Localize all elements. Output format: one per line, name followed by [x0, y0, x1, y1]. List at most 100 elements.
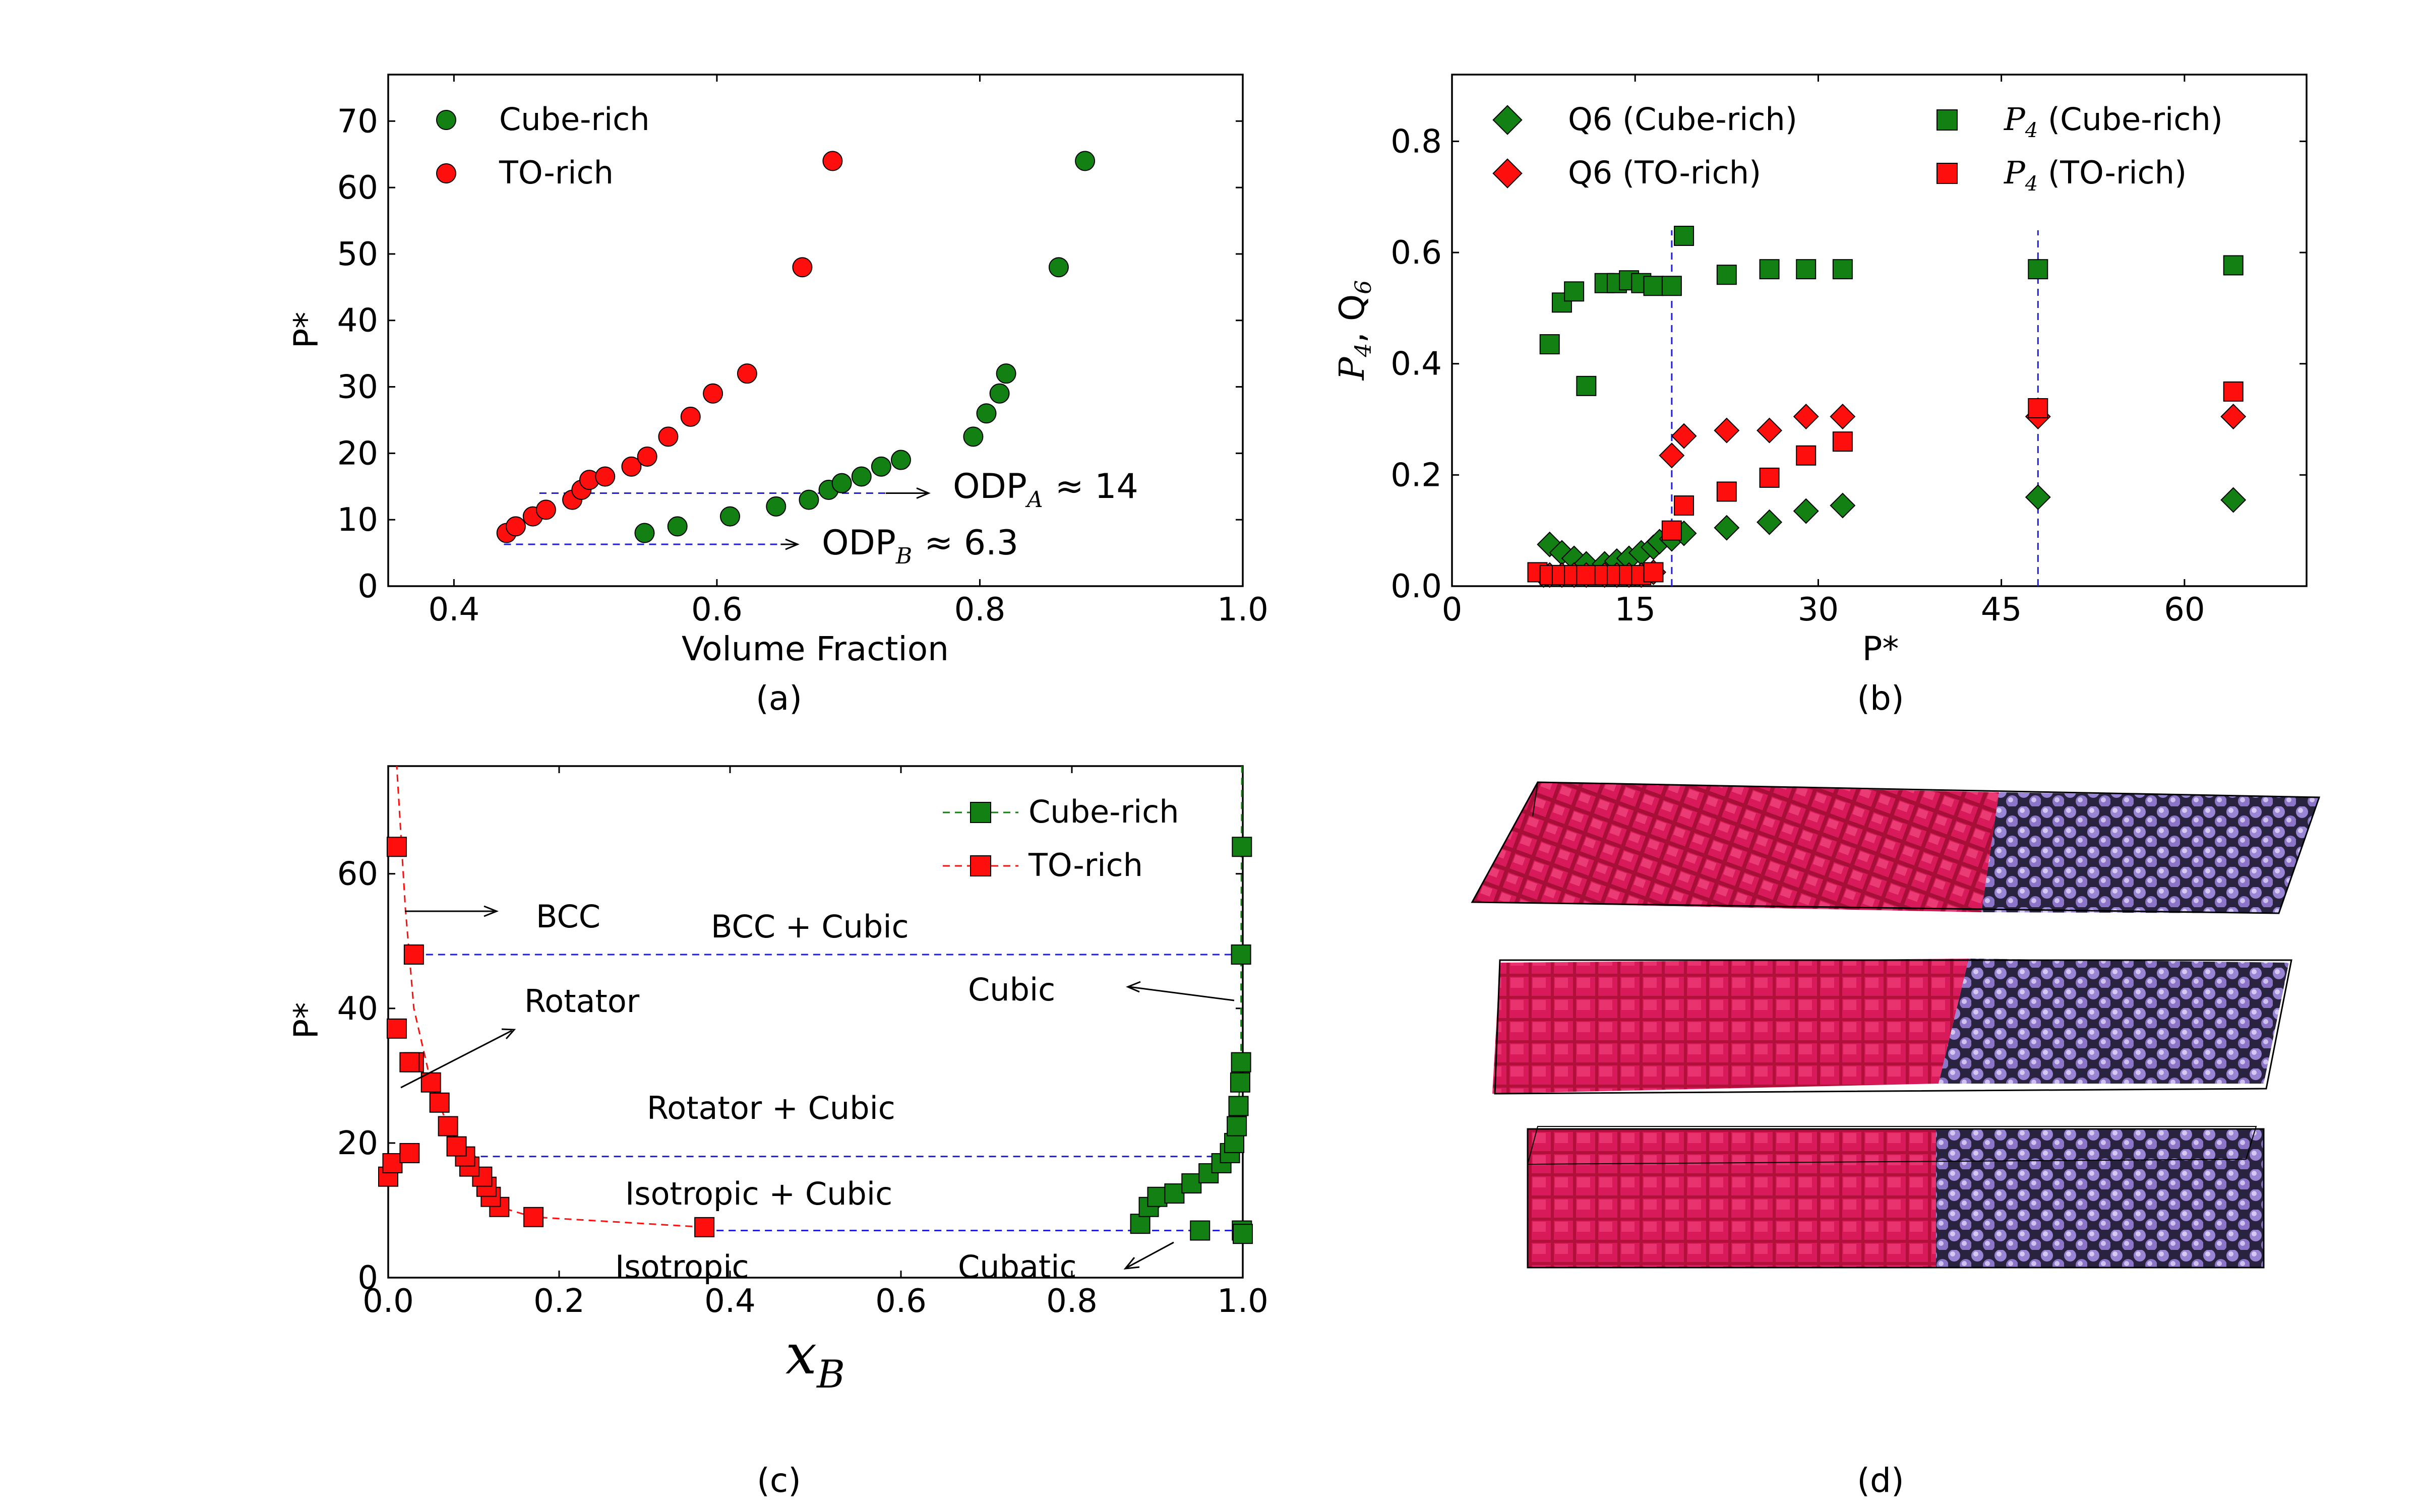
- point-cube-rich: [1230, 1072, 1250, 1093]
- cubic-cube-region: [1528, 1129, 1936, 1268]
- legend-marker-q6-cube: [1492, 105, 1523, 135]
- label-rotator-cubic: Rotator + Cubic: [647, 1090, 895, 1126]
- point-q6-to-rich-: [1830, 404, 1856, 429]
- point-cube-rich: [1224, 1132, 1245, 1153]
- panel-b-xlabel: P*: [1862, 629, 1899, 668]
- point-cube-rich: [1228, 1096, 1249, 1116]
- panel-label-b: (b): [1857, 679, 1904, 718]
- point-p4-to-rich-: [2223, 381, 2244, 402]
- point-cube-rich: [720, 506, 740, 527]
- point-cube-rich: [799, 489, 819, 510]
- panel-b-ylabel: P4, Q6: [1333, 280, 1376, 382]
- point-p4-cube-rich-: [1539, 334, 1560, 355]
- point-to-rich: [403, 944, 424, 965]
- point-p4-to-rich-: [1576, 564, 1597, 585]
- point-p4-cube-rich-: [1643, 276, 1664, 296]
- point-p4-to-rich-: [1716, 481, 1737, 502]
- point-cube-rich: [1075, 151, 1096, 171]
- panel-c-ytick-label: 20: [337, 1125, 378, 1162]
- panel-b-ytick-label: 0.4: [1390, 346, 1442, 383]
- snapshot-rotator: [1492, 959, 2292, 1095]
- panel-b-ytick-label: 0.0: [1390, 568, 1442, 605]
- label-isotropic: Isotropic: [615, 1248, 749, 1285]
- point-to-rich: [382, 1153, 403, 1173]
- arrow-cubatic: [1126, 1241, 1174, 1269]
- annotation-odp-b: ODPB ≈ 6.3: [822, 523, 1018, 569]
- panel-label-d: (d): [1857, 1461, 1904, 1500]
- panel-c-xtick-label: 0.4: [704, 1283, 756, 1320]
- point-to-rich: [822, 151, 843, 171]
- annotation-odp-a: ODPA ≈ 14: [953, 467, 1138, 513]
- point-q6-cube-rich-: [1757, 509, 1783, 535]
- point-p4-cube-rich-: [1759, 259, 1780, 280]
- legend-marker-to-rich-c: [970, 855, 991, 876]
- point-cube-rich: [634, 523, 655, 543]
- legend-label-q6-to: Q6 (TO-rich): [1568, 154, 1761, 191]
- snapshot-cubic: [1527, 1126, 2265, 1269]
- point-to-rich: [505, 516, 526, 537]
- panel-a-xlabel: Volume Fraction: [682, 629, 949, 668]
- point-to-rich: [595, 466, 616, 487]
- point-p4-cube-rich-: [1832, 259, 1853, 280]
- point-p4-to-rich-: [1832, 431, 1853, 452]
- bcc-box-edge: [1532, 782, 1538, 817]
- panel-b-chart: 0 15 30 45 600.00.20.40.60.8 Q6 (Cube-rich) …: [1333, 74, 2308, 718]
- point-q6-cube-rich-: [2025, 484, 2051, 510]
- odp-arrow-head-1: [785, 538, 800, 550]
- point-p4-cube-rich-: [1576, 375, 1597, 396]
- point-q6-cube-rich-: [1830, 492, 1856, 519]
- legend-label-cube-rich: Cube-rich: [499, 101, 650, 138]
- snapshot-bcc: [1471, 781, 2321, 914]
- point-p4-to-rich-: [1643, 562, 1664, 583]
- panel-b-xtick-label: 0: [1442, 591, 1463, 628]
- panel-a-ytick-label: 40: [337, 302, 378, 340]
- point-cube-rich: [1231, 1052, 1251, 1073]
- panel-a-frame: [387, 74, 1244, 587]
- panel-c-xtick-label: 0.6: [875, 1283, 927, 1320]
- point-cube-rich: [1232, 837, 1252, 857]
- cubic-sphere-region: [1936, 1129, 2264, 1268]
- point-to-rich: [399, 1052, 420, 1073]
- panel-b-xtick-label: 60: [2164, 591, 2205, 628]
- panel-b-ytick-label: 0.8: [1390, 123, 1442, 160]
- point-cube-rich: [1231, 944, 1251, 965]
- annotation-arrows: [400, 905, 1235, 1270]
- point-q6-cube-rich-: [2220, 487, 2247, 513]
- point-q6-to-rich-: [1671, 423, 1697, 449]
- point-p4-cube-rich-: [1674, 225, 1695, 246]
- point-cube-rich: [1233, 1224, 1253, 1244]
- arrow-rotator-head: [501, 1028, 516, 1039]
- panel-a-xtick-label: 0.8: [954, 591, 1006, 628]
- panel-a-xtick-label: 1.0: [1217, 591, 1268, 628]
- point-cube-rich: [1164, 1183, 1185, 1204]
- point-cube-rich: [851, 466, 872, 487]
- point-to-rich: [429, 1092, 450, 1113]
- arrow-cubatic-head: [1123, 1257, 1140, 1270]
- odp-arrow-head-0: [916, 487, 931, 499]
- point-to-rich: [637, 446, 657, 467]
- legend-label-to-rich: TO-rich: [499, 154, 614, 191]
- point-cube-rich: [1147, 1186, 1168, 1207]
- panel-c-xlabel: xB: [785, 1322, 845, 1397]
- point-to-rich: [658, 426, 679, 447]
- point-q6-cube-rich-: [1714, 515, 1740, 541]
- panel-c-ytick-label: 60: [337, 856, 378, 893]
- point-p4-to-rich-: [1759, 467, 1780, 488]
- panel-a-ytick-label: 0: [357, 568, 378, 605]
- point-to-rich: [399, 1143, 420, 1163]
- panel-d-snapshots: (d): [1471, 781, 2321, 1500]
- point-cube-rich: [1130, 1214, 1151, 1234]
- panel-a-ytick-label: 10: [337, 501, 378, 539]
- point-cube-rich: [1181, 1173, 1202, 1194]
- point-cube-rich: [1190, 1220, 1211, 1241]
- point-to-rich: [386, 837, 407, 857]
- point-p4-cube-rich-: [1796, 259, 1817, 280]
- panel-b-frame: [1451, 74, 2308, 587]
- panel-a-ytick-label: 70: [337, 103, 378, 140]
- legend-label-p4-to: P4 (TO-rich): [2004, 154, 2187, 196]
- point-cube-rich: [976, 403, 997, 424]
- rotator-sphere-region: [1939, 959, 2289, 1084]
- point-p4-cube-rich-: [1661, 276, 1682, 296]
- point-to-rich: [737, 363, 757, 384]
- panel-a-chart: 0.4 0.6 0.8 1.0 0 10 20 30 40 50 60 70 Cube-rich TO…: [287, 74, 1268, 718]
